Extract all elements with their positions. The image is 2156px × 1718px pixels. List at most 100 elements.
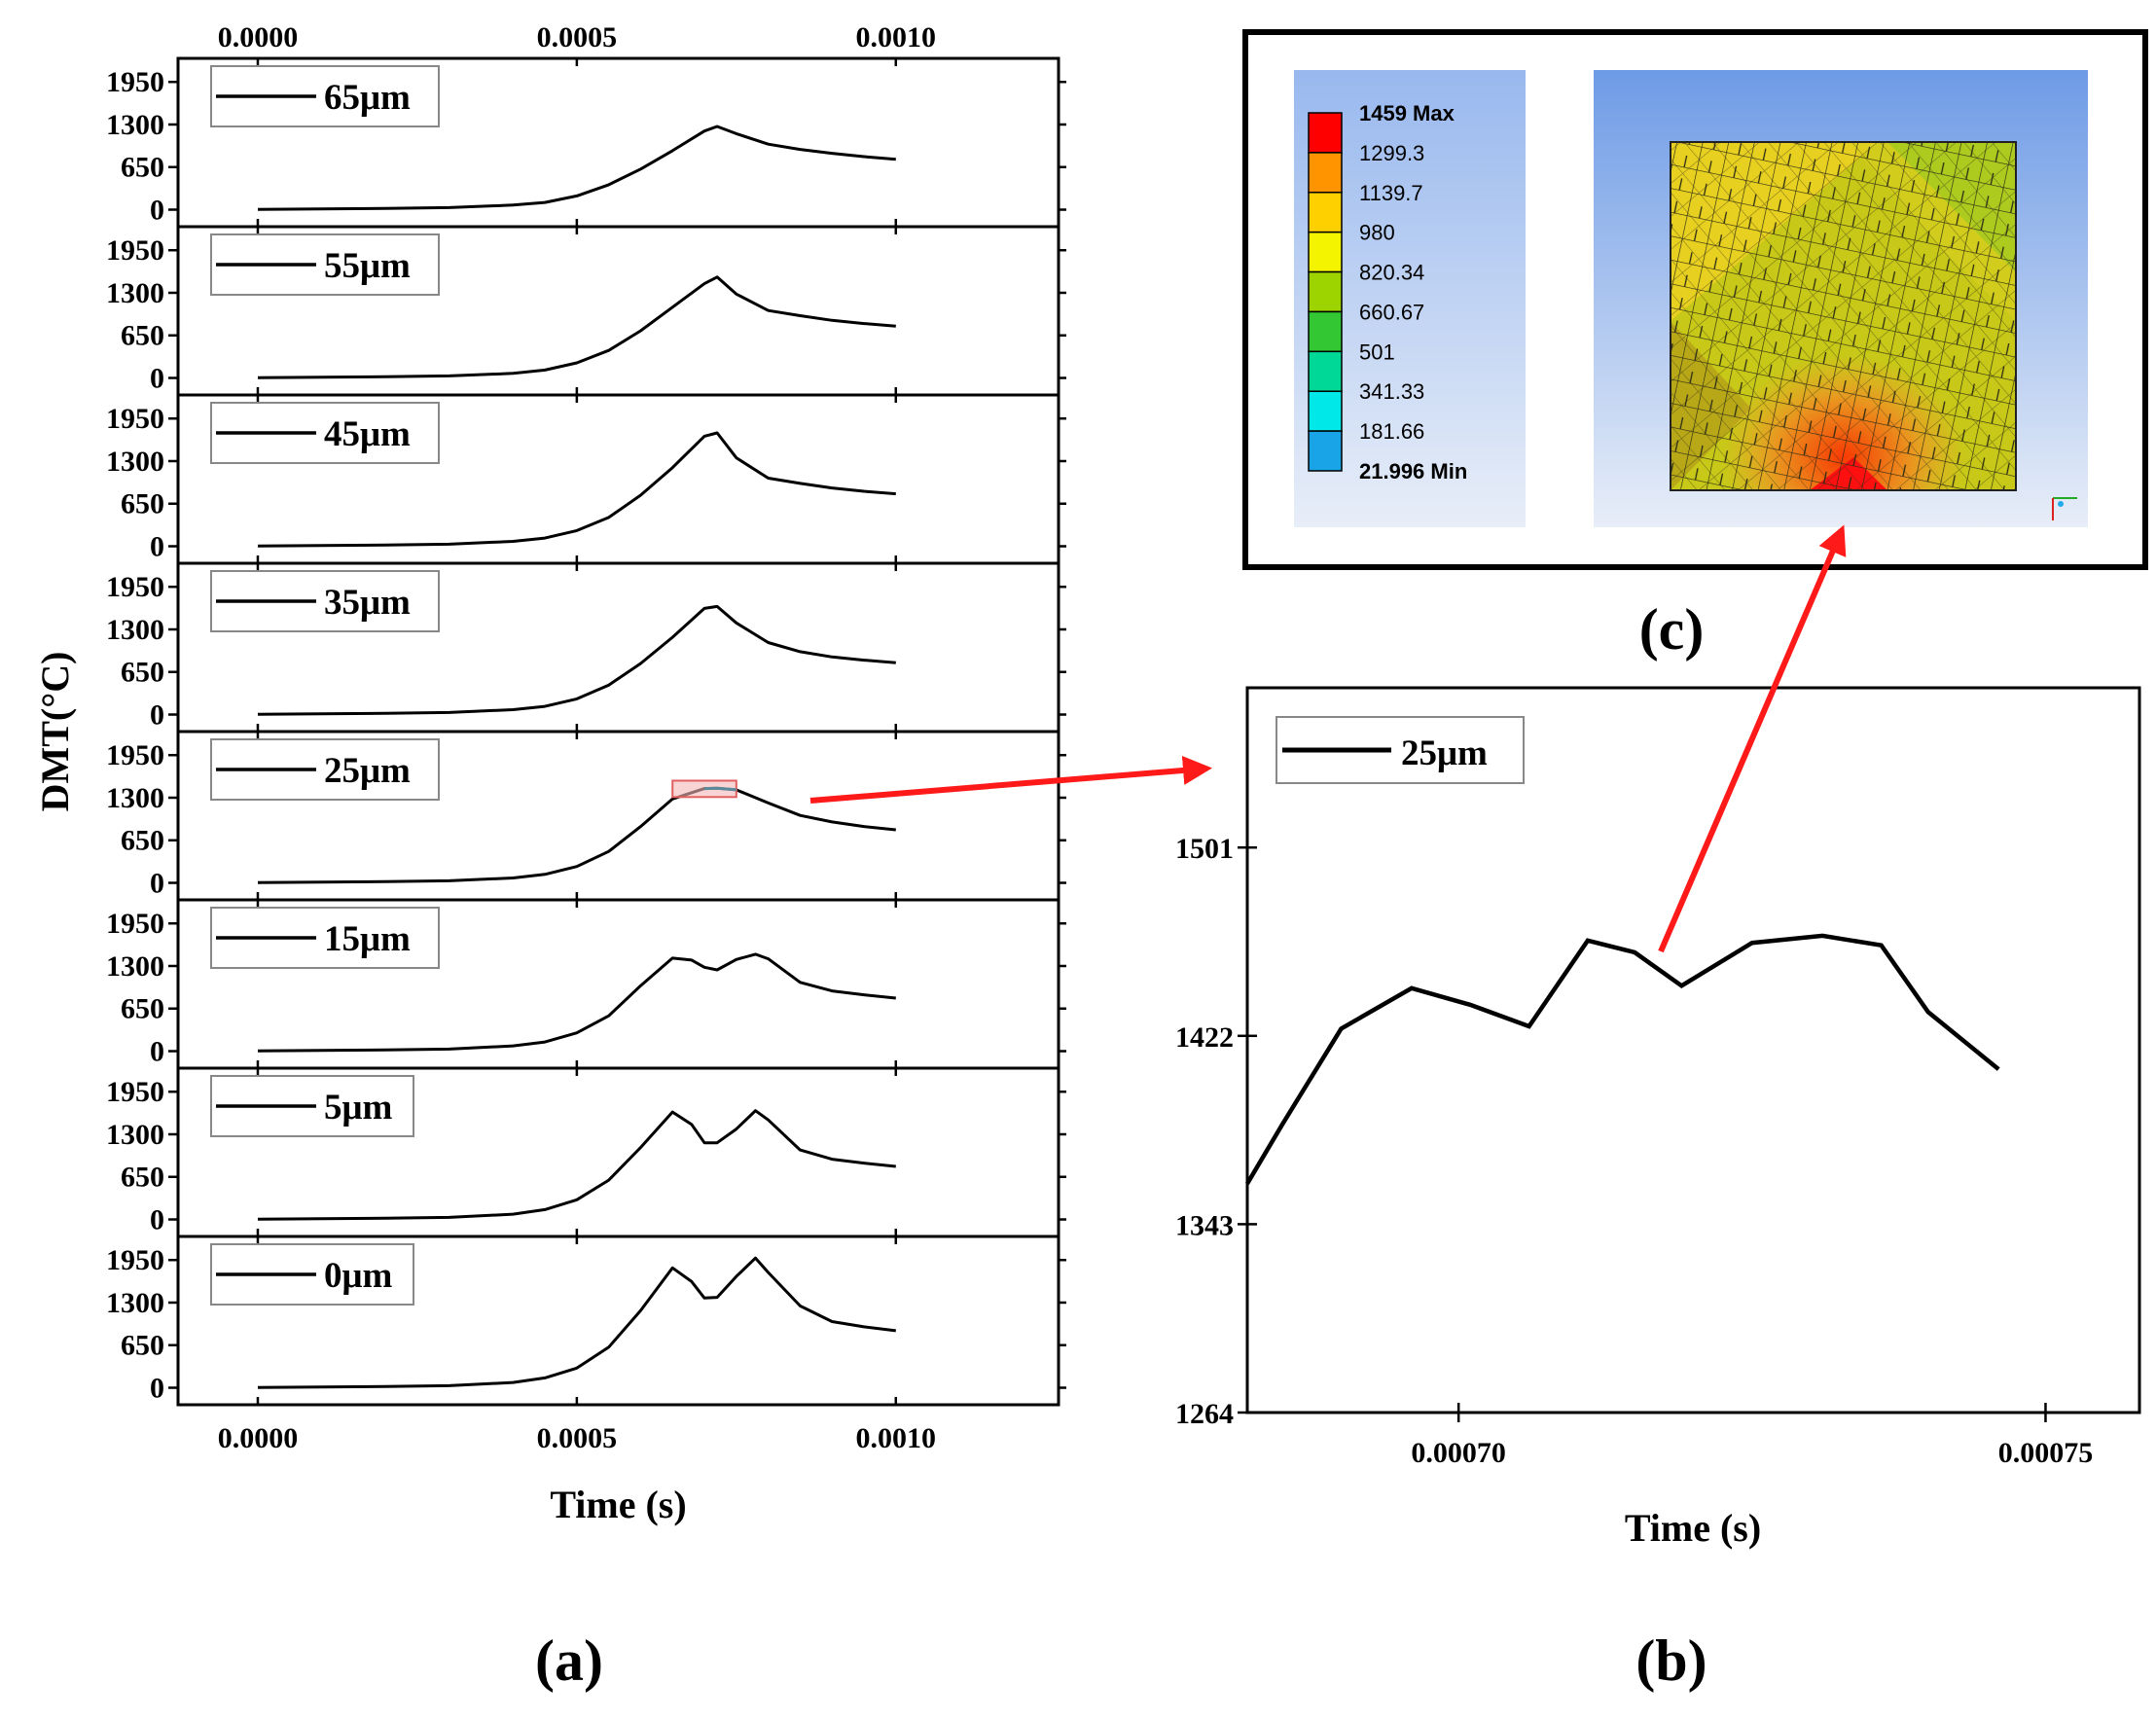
y-tick-label: 1264 [1175, 1398, 1234, 1430]
legend-label: 5μm [324, 1088, 392, 1127]
legend: 25μm [210, 738, 440, 801]
legend: 45μm [210, 402, 440, 464]
y-tick-label: 650 [121, 657, 164, 689]
y-tick-label: 1300 [106, 950, 164, 983]
colorbar-label: 1299.3 [1359, 141, 1424, 165]
series-line-5μm [257, 1109, 896, 1221]
y-tick-label: 1343 [1175, 1209, 1234, 1241]
y-tick-label: 1950 [106, 403, 164, 435]
triad-z [2058, 501, 2064, 507]
colorbar-swatch [1308, 152, 1343, 194]
x-tick-label: 0.00070 [1411, 1437, 1506, 1469]
x-tick-label: 0.0010 [856, 1422, 937, 1454]
colorbar-swatch [1308, 192, 1343, 233]
x-tick-label-top: 0.0010 [856, 21, 937, 54]
legend: 5μm [210, 1075, 414, 1137]
subplot-5μm: 0 650 1300 1950 5μm [106, 1066, 1066, 1238]
subplot-25μm: 0 650 1300 1950 25μm [106, 730, 1066, 902]
panel-label-a: (a) [535, 1629, 603, 1693]
subplot-35μm: 0 650 1300 1950 35μm [106, 561, 1066, 734]
y-tick-label: 1300 [106, 614, 164, 646]
colorbar-swatch [1308, 112, 1343, 154]
colorbar-label: 501 [1359, 340, 1395, 364]
subplot-45μm: 0 650 1300 1950 45μm [106, 393, 1066, 565]
x-tick-label: 0.0005 [537, 1422, 618, 1454]
legend-label: 25μm [324, 751, 411, 791]
panel-c: 1459 Max 1299.3 1139.7 980 820.34 660.67 501 34… [1242, 29, 2148, 662]
y-tick-label: 0 [150, 1373, 164, 1405]
y-tick-label: 1950 [106, 66, 164, 98]
y-tick-label: 1300 [106, 1119, 164, 1151]
y-tick-label: 1300 [106, 109, 164, 141]
colorbar-label: 341.33 [1359, 379, 1424, 404]
x-axis-title: Time (s) [550, 1483, 686, 1526]
x-axis-title: Time (s) [1625, 1506, 1761, 1550]
subplot-frame [176, 1235, 1060, 1407]
zoom-highlight-line [703, 786, 737, 792]
y-tick-label: 1300 [106, 782, 164, 814]
y-tick-label: 1422 [1175, 1021, 1234, 1054]
y-tick-label: 650 [121, 152, 164, 184]
colorbar-swatch [1308, 310, 1343, 353]
y-tick-label: 0 [150, 363, 164, 395]
legend-label: 25μm [1401, 734, 1488, 773]
y-tick-label: 650 [121, 993, 164, 1025]
y-tick-label: 0 [150, 1036, 164, 1068]
callout-arrows [809, 524, 1847, 953]
y-tick-label: 650 [121, 320, 164, 352]
colorbar-label: 980 [1359, 221, 1395, 245]
legend: 55μm [210, 233, 440, 296]
legend: 0μm [210, 1243, 414, 1306]
mesh-border [1670, 141, 2017, 491]
y-tick-label: 0 [150, 1204, 164, 1236]
series-line-45μm [257, 431, 896, 548]
colorbar-label: 660.67 [1359, 300, 1424, 324]
y-tick-label: 1300 [106, 277, 164, 309]
legend-label: 45μm [324, 414, 411, 454]
y-tick-label: 1950 [106, 234, 164, 267]
legend: 35μm [210, 570, 440, 632]
x-tick-label-top: 0.0000 [218, 21, 299, 54]
legend-label: 15μm [324, 919, 411, 959]
y-tick-label: 650 [121, 1162, 164, 1194]
series-line-25μm [257, 786, 896, 884]
legend: 15μm [210, 907, 440, 969]
y-tick-label: 1950 [106, 1076, 164, 1108]
colorbar-swatch [1308, 270, 1343, 313]
y-tick-label: 0 [150, 531, 164, 563]
subplot-15μm: 0 650 1300 1950 15μm [106, 898, 1066, 1070]
arrow-b-to-c [1658, 524, 1847, 953]
colorbar-label: 820.34 [1359, 261, 1424, 285]
legend-label: 35μm [324, 583, 411, 623]
y-tick-label: 1300 [106, 1287, 164, 1319]
legend-label: 55μm [324, 246, 411, 286]
y-tick-label: 650 [121, 825, 164, 857]
colorbar-label: 1139.7 [1359, 181, 1423, 205]
y-tick-label: 1950 [106, 1244, 164, 1276]
colorbar-swatch [1308, 430, 1343, 472]
y-tick-label: 1950 [106, 571, 164, 603]
legend-box [210, 907, 440, 969]
y-tick-label: 1501 [1175, 833, 1234, 865]
colorbar-label: 21.996 Min [1359, 459, 1467, 483]
colorbar-swatch [1308, 350, 1343, 392]
series-line-65μm [257, 125, 896, 211]
panel-label-b: (b) [1635, 1629, 1707, 1693]
y-axis-title: DMT(°C) [33, 652, 77, 812]
subplot-65μm: 0 650 1300 1950 65μm [106, 56, 1066, 229]
colorbar-label: 1459 Max [1359, 101, 1455, 125]
y-tick-label: 0 [150, 868, 164, 900]
subplot-55μm: 0 650 1300 1950 55μm [106, 225, 1066, 397]
panel-label-c: (c) [1639, 597, 1705, 662]
panel-a: 0.0000 0.0000 0.0005 0.0005 0.0010 0.0010 0 650… [33, 21, 1066, 1693]
series-line-25μm [1245, 933, 2000, 1185]
panel-b: 1264 1343 1422 1501 0.00070 0.00075 25μm Time (… [1175, 686, 2141, 1693]
y-tick-label: 0 [150, 195, 164, 227]
series-line-0μm [257, 1256, 896, 1389]
mesh-lines-2 [1671, 142, 2016, 490]
y-tick-label: 650 [121, 1330, 164, 1362]
y-tick-label: 650 [121, 488, 164, 520]
y-tick-label: 0 [150, 699, 164, 732]
legend: 65μm [210, 65, 440, 127]
